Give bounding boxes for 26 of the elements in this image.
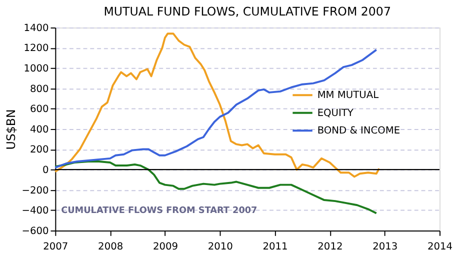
y-tick-label: 1400 (24, 22, 49, 34)
y-tick-label: −600 (22, 226, 49, 237)
chart-title: MUTUAL FUND FLOWS, CUMULATIVE FROM 2007 (104, 4, 391, 19)
y-tick-label: 400 (30, 124, 49, 136)
x-tick-label: 2007 (43, 242, 68, 253)
legend-label: BOND & INCOME (317, 126, 400, 137)
x-tick-label: 2014 (427, 242, 453, 253)
y-tick-label: 1000 (24, 64, 49, 75)
y-tick-label: 600 (30, 104, 49, 116)
y-axis-title: US$BN (4, 109, 18, 150)
x-tick-label: 2008 (98, 242, 124, 253)
y-tick-label: 800 (30, 84, 49, 95)
line-series (54, 160, 378, 214)
legend-label: MM MUTUAL (317, 90, 380, 102)
x-tick-label: 2009 (152, 242, 178, 253)
x-tick-label: 2013 (372, 242, 398, 253)
y-tick-label: 1200 (24, 43, 49, 54)
x-tick-label: 2010 (208, 242, 233, 253)
y-tick-label: 200 (30, 144, 49, 156)
y-tick-label: −200 (22, 185, 49, 196)
x-tick-label: 2012 (318, 242, 343, 253)
y-tick-label: 0 (42, 165, 49, 176)
x-tick-label: 2011 (262, 242, 288, 253)
y-tick-label: −400 (22, 206, 49, 217)
annotation: CUMULATIVE FLOWS FROM START 2007 (61, 206, 258, 216)
legend-label: EQUITY (317, 108, 354, 119)
